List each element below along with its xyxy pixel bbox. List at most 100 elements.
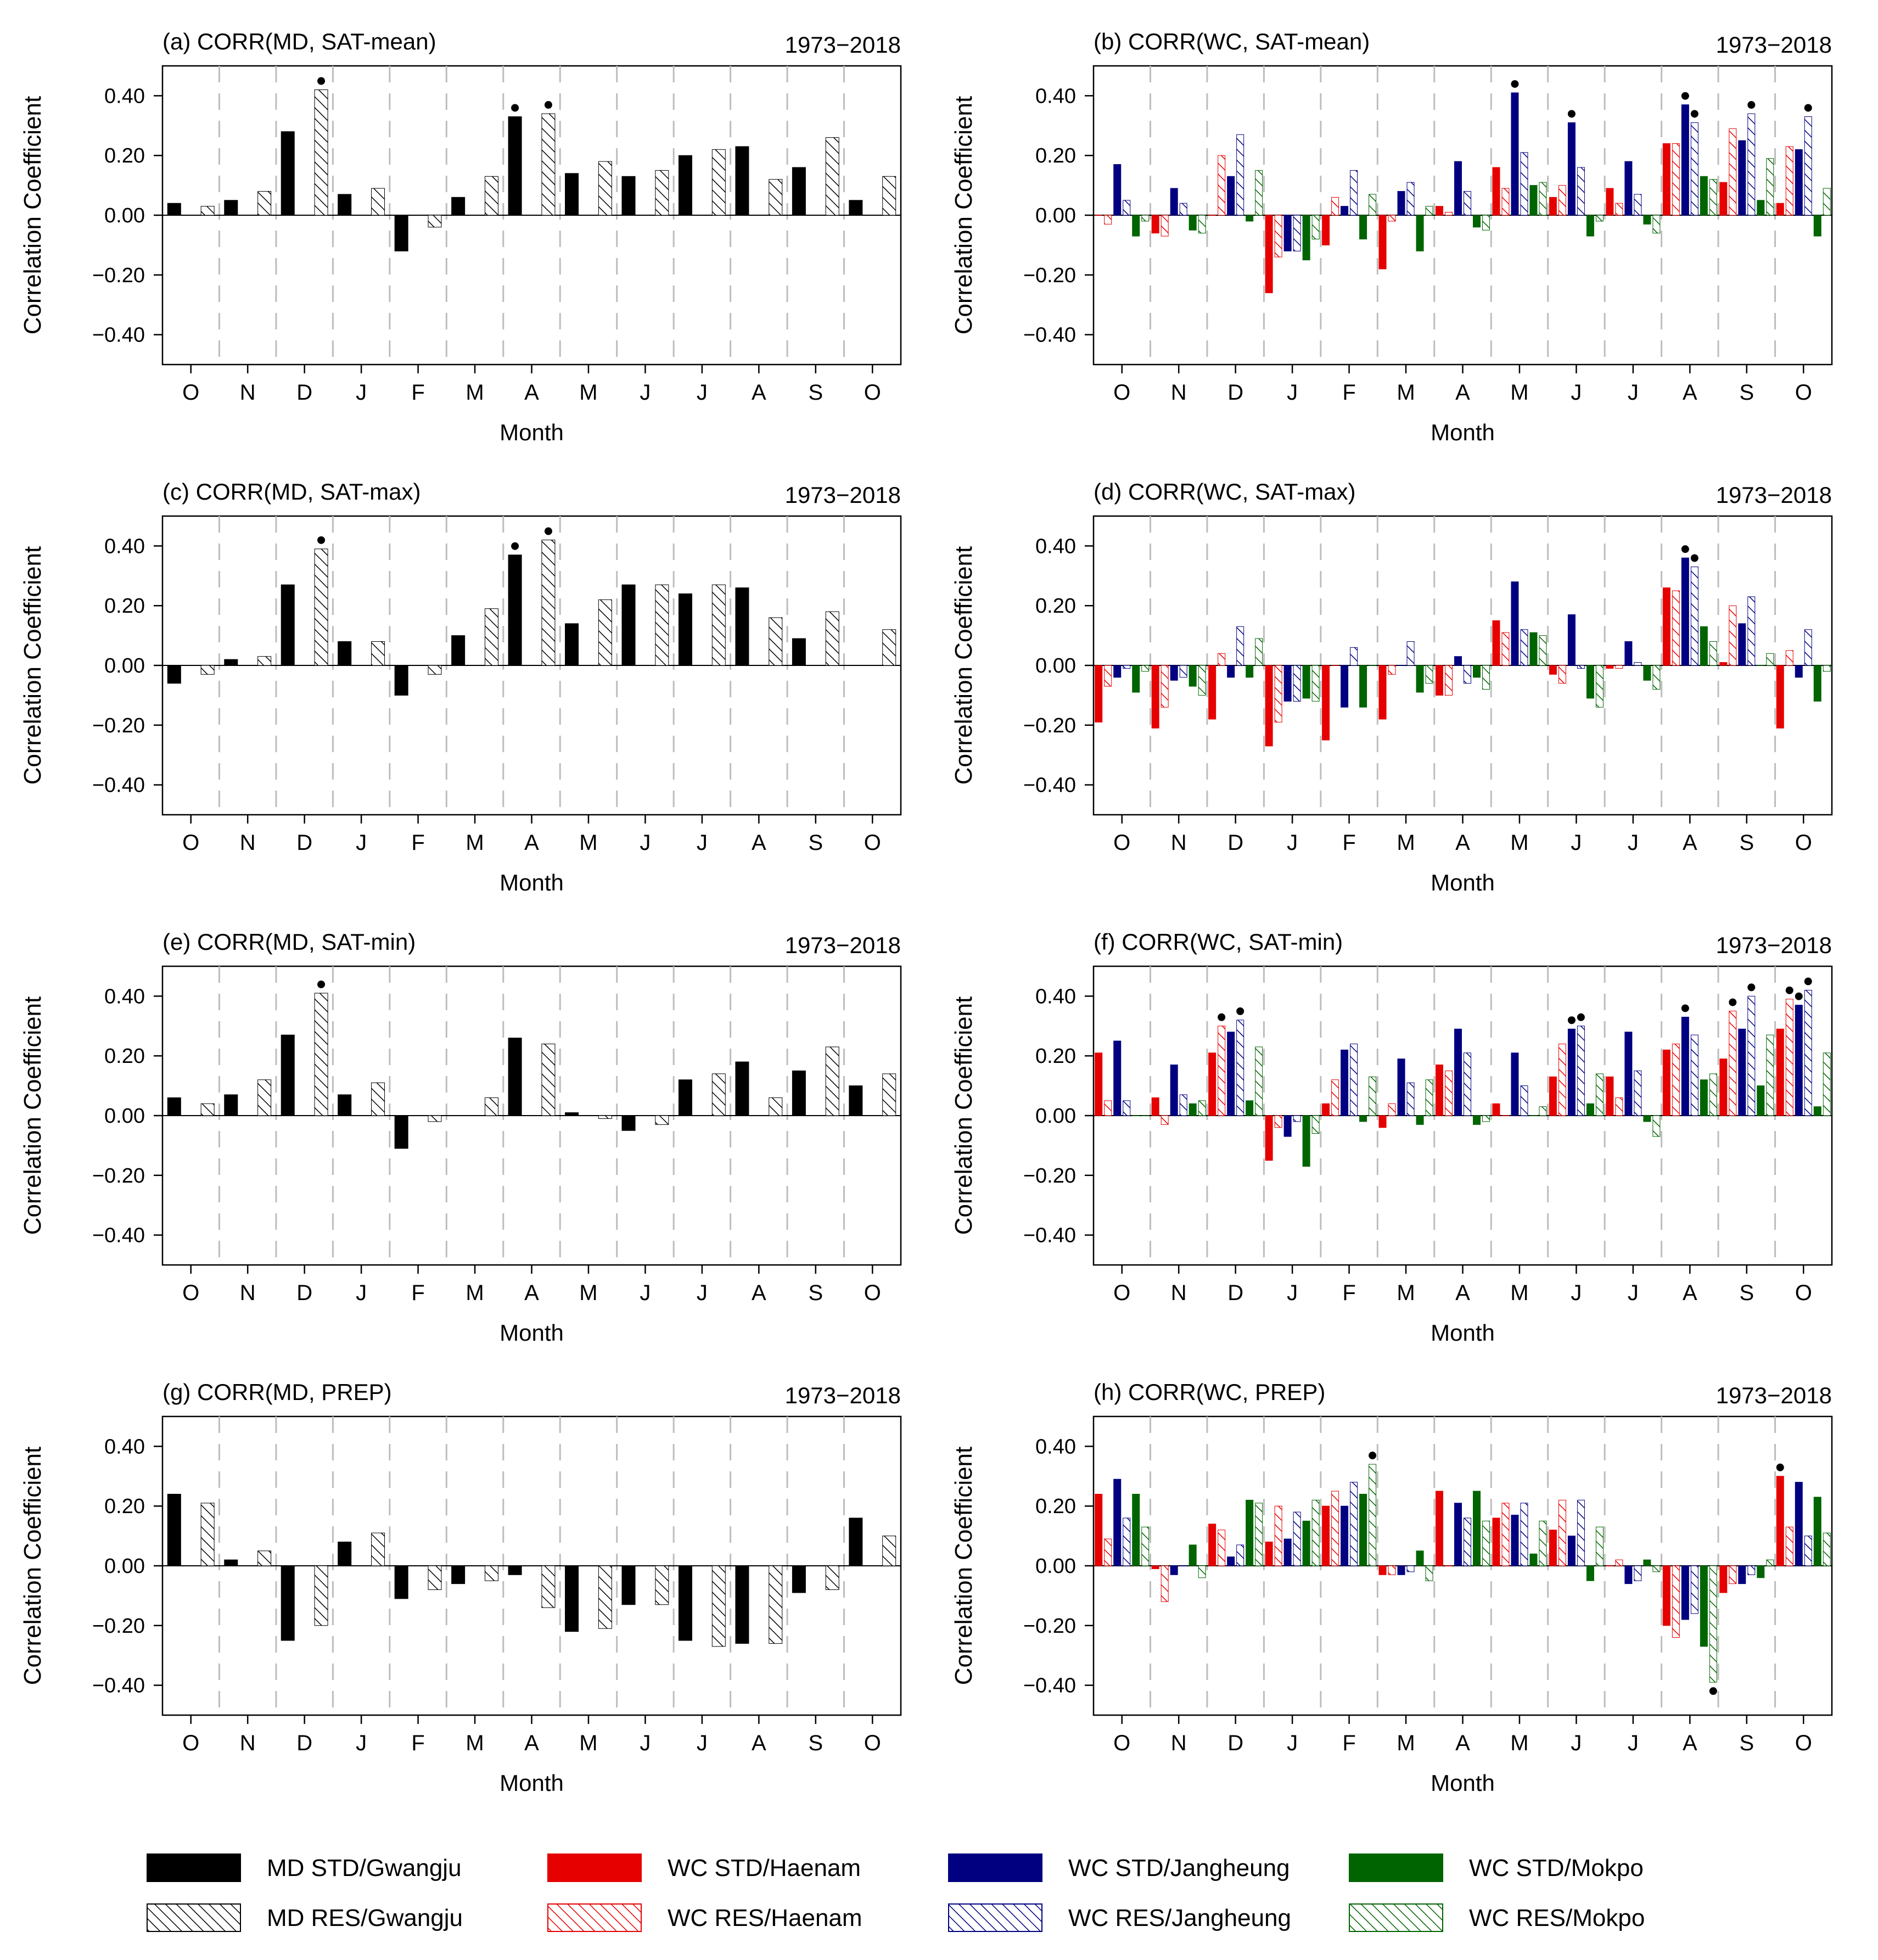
panel-period: 1973−2018 — [1716, 482, 1832, 508]
bar-md-std-gwangju — [735, 1061, 749, 1116]
bar-wc-std-jangheung — [1681, 557, 1689, 666]
x-tick-label: J — [640, 1281, 651, 1305]
bar-wc-std-jangheung — [1113, 665, 1122, 678]
legend-swatch-wc-res-jangheung — [948, 1903, 1042, 1932]
legend-swatch-wc-res-haenam — [547, 1903, 642, 1932]
y-tick-label: 0.00 — [104, 204, 145, 227]
x-tick-label: O — [182, 380, 199, 405]
bar-wc-res-jangheung — [1236, 134, 1244, 216]
y-axis-label: Correlation Coefficient — [19, 996, 46, 1235]
bar-wc-res-mokpo — [1482, 1115, 1490, 1122]
bar-md-res-gwangju — [428, 215, 442, 228]
bar-md-std-gwangju — [451, 1565, 466, 1584]
bar-wc-std-mokpo — [1813, 1497, 1821, 1566]
x-tick-label: J — [640, 831, 651, 855]
bar-wc-std-jangheung — [1341, 1505, 1349, 1566]
bar-md-std-gwangju — [849, 1517, 863, 1566]
bar-wc-std-mokpo — [1529, 1553, 1538, 1566]
x-tick-label: J — [697, 380, 708, 405]
x-tick-label: J — [1287, 1731, 1298, 1755]
legend: MD STD/Gwangju WC STD/Haenam WC STD/Janghe… — [147, 1853, 1645, 1932]
bar-wc-std-mokpo — [1700, 1079, 1708, 1116]
x-tick-label: O — [864, 380, 881, 405]
x-tick-label: M — [579, 1281, 597, 1305]
bar-wc-std-mokpo — [1246, 665, 1254, 678]
bar-wc-std-mokpo — [1529, 185, 1538, 216]
bar-wc-res-haenam — [1558, 665, 1566, 684]
bar-md-std-gwangju — [394, 215, 408, 251]
x-tick-label: A — [524, 1731, 539, 1755]
y-tick-label: 0.20 — [1035, 595, 1076, 618]
bar-wc-std-jangheung — [1170, 1065, 1178, 1116]
x-tick-label: F — [1342, 1731, 1355, 1755]
bar-wc-std-mokpo — [1586, 665, 1594, 699]
bar-wc-std-haenam — [1378, 1565, 1387, 1575]
bar-wc-std-mokpo — [1757, 665, 1765, 666]
bar-wc-std-haenam — [1436, 1065, 1443, 1116]
x-tick-label: M — [1510, 1731, 1528, 1755]
bar-wc-std-mokpo — [1643, 665, 1651, 681]
bar-wc-res-haenam — [1615, 203, 1623, 216]
y-axis-label: Correlation Coefficient — [19, 546, 46, 785]
bar-wc-res-jangheung — [1747, 113, 1756, 216]
bar-wc-res-jangheung — [1577, 665, 1585, 669]
panel-f: 0.40 0.20 0.00 −0.20 −0.40 O N D J F M A M J J A S O Month… — [950, 929, 1833, 1346]
bar-wc-std-mokpo — [1302, 1520, 1310, 1566]
bar-wc-res-mokpo — [1709, 1565, 1717, 1683]
x-tick-label: A — [752, 1281, 766, 1305]
x-tick-label: J — [356, 380, 367, 405]
bar-md-res-gwangju — [825, 1565, 839, 1591]
bar-wc-std-mokpo — [1700, 1565, 1708, 1647]
x-tick-label: J — [1628, 380, 1639, 405]
y-tick-label: −0.20 — [92, 1615, 145, 1638]
bar-md-std-gwangju — [338, 194, 352, 216]
bar-md-std-gwangju — [394, 1565, 408, 1599]
legend-swatch-wc-std-mokpo — [1349, 1853, 1443, 1882]
bar-md-std-gwangju — [735, 587, 749, 666]
bar-wc-std-mokpo — [1189, 1103, 1197, 1116]
legend-label-wc-std-jangheung: WC STD/Jangheung — [1068, 1855, 1290, 1881]
bar-wc-std-mokpo — [1359, 665, 1367, 708]
bar-md-std-gwangju — [735, 146, 749, 216]
bar-md-res-gwangju — [428, 1565, 442, 1591]
bar-wc-std-haenam — [1776, 203, 1784, 216]
bar-wc-res-mokpo — [1823, 1052, 1831, 1116]
bar-wc-std-haenam — [1492, 167, 1500, 216]
x-tick-label: D — [296, 380, 312, 405]
significance-dot — [1681, 1004, 1689, 1012]
x-tick-label: O — [1113, 1281, 1130, 1305]
bar-wc-res-haenam — [1501, 1503, 1510, 1566]
bar-md-res-gwangju — [598, 161, 612, 216]
bar-md-std-gwangju — [565, 1565, 579, 1632]
bar-wc-res-haenam — [1445, 1070, 1453, 1116]
x-tick-label: S — [1739, 831, 1754, 855]
bar-wc-std-mokpo — [1700, 176, 1708, 216]
bar-md-res-gwangju — [484, 176, 498, 216]
x-tick-label: J — [640, 380, 651, 405]
x-tick-label: M — [1510, 831, 1528, 855]
bar-md-std-gwangju — [508, 116, 522, 216]
x-tick-label: A — [1455, 1281, 1470, 1305]
legend-label-wc-std-haenam: WC STD/Haenam — [668, 1855, 861, 1881]
bar-wc-std-mokpo — [1586, 1565, 1594, 1581]
bar-wc-std-haenam — [1549, 197, 1557, 216]
bar-wc-std-mokpo — [1757, 1085, 1765, 1116]
x-tick-label: A — [1455, 831, 1470, 855]
bar-wc-res-mokpo — [1255, 170, 1263, 216]
bar-wc-std-jangheung — [1738, 623, 1746, 666]
bar-wc-std-haenam — [1662, 587, 1670, 666]
bar-wc-std-mokpo — [1302, 1115, 1310, 1167]
bar-md-res-gwangju — [200, 206, 215, 216]
y-tick-label: −0.20 — [1023, 1164, 1076, 1188]
y-tick-label: −0.20 — [92, 1164, 145, 1188]
bar-md-std-gwangju — [678, 155, 692, 216]
bar-wc-std-haenam — [1265, 1541, 1273, 1566]
bar-wc-std-jangheung — [1511, 92, 1519, 216]
bar-md-std-gwangju — [678, 593, 692, 666]
bar-wc-res-haenam — [1274, 215, 1282, 257]
bar-wc-res-mokpo — [1482, 1520, 1490, 1566]
y-tick-label: 0.40 — [104, 985, 145, 1008]
bar-wc-res-haenam — [1729, 605, 1737, 666]
x-tick-label: S — [808, 831, 823, 855]
bar-md-std-gwangju — [224, 1094, 238, 1116]
